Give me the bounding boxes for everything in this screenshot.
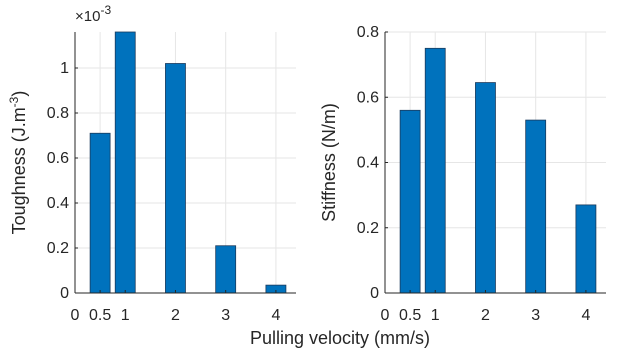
right-x-tick-label: 0 (381, 307, 390, 324)
right-y-axis-label: Stiffness (N/m) (319, 103, 339, 222)
left-y-tick-label: 0.8 (47, 105, 69, 122)
right-x-tick-label: 0.5 (399, 307, 421, 324)
left-exponent-label: ×10-3 (75, 3, 111, 25)
right-bar (575, 204, 597, 294)
left-bar (165, 63, 186, 294)
left-bar (114, 31, 136, 294)
left-x-tick-label: 0.5 (89, 307, 111, 324)
left-x-tick-label: 2 (171, 307, 180, 324)
right-x-tick-label: 3 (531, 307, 540, 324)
right-x-tick-label: 4 (581, 307, 590, 324)
left-y-axis-label-main: Toughness (J.m (9, 107, 29, 234)
left-y-axis-label-sup: -3 (7, 96, 21, 107)
left-exponent-prefix: ×10 (75, 8, 100, 25)
left-y-tick-label: 1 (60, 60, 69, 77)
left-y-axis-label: Toughness (J.m-3) (7, 91, 29, 235)
left-y-axis-label-end: ) (9, 91, 29, 97)
x-axis-label: Pulling velocity (mm/s) (250, 328, 430, 348)
left-x-tick-label: 4 (271, 307, 280, 324)
left-x-tick-label: 3 (221, 307, 230, 324)
right-x-tick-label: 2 (481, 307, 490, 324)
left-x-tick-label: 1 (121, 307, 130, 324)
right-y-tick-label: 0.4 (357, 155, 379, 172)
stiffness-chart: 0 0.2 0.4 0.6 0.8 0 0.5 1 2 3 4 Stiffness (N/m) (319, 24, 606, 324)
left-exponent-power: -3 (100, 3, 111, 17)
right-y-tick-label: 0.2 (357, 220, 379, 237)
right-bar (525, 119, 547, 294)
left-bar (89, 132, 111, 294)
right-x-tick-label: 1 (431, 307, 440, 324)
right-bar (475, 82, 496, 294)
left-y-tick-label: 0 (60, 285, 69, 302)
right-y-tick-label: 0.6 (357, 89, 379, 106)
right-y-tick-label: 0.8 (357, 24, 379, 41)
left-x-tick-label: 0 (71, 307, 80, 324)
left-y-tick-label: 0.6 (47, 150, 69, 167)
left-y-tick-label: 0.4 (47, 195, 69, 212)
right-y-tick-label: 0 (370, 285, 379, 302)
left-y-tick-label: 0.2 (47, 240, 69, 257)
right-bar (424, 47, 446, 294)
left-bar (215, 245, 237, 294)
right-bar (399, 109, 421, 294)
